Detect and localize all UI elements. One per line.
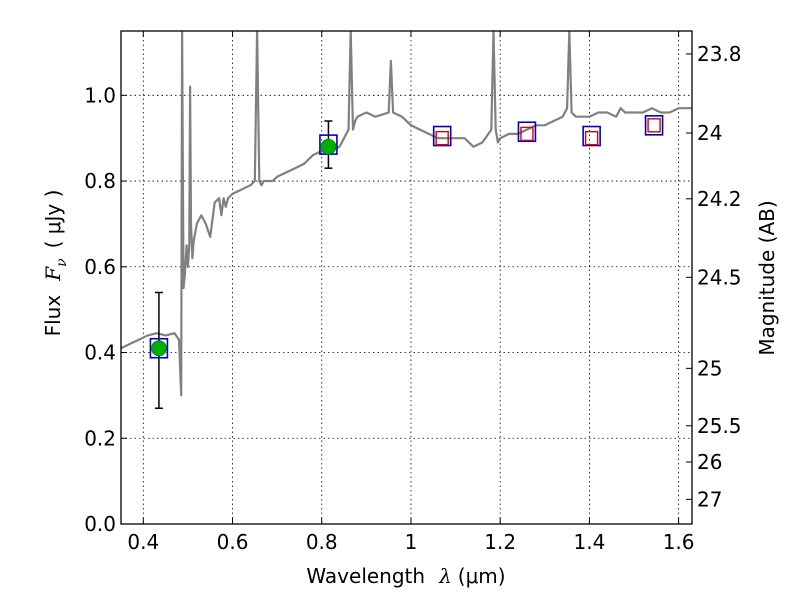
predicted-point <box>647 118 661 133</box>
points-layer <box>149 115 664 410</box>
model-band-point <box>517 121 537 143</box>
model-band-point <box>432 125 452 147</box>
y-tick-label: 0.2 <box>84 426 116 450</box>
x-tick-label: 1.4 <box>573 530 605 554</box>
y2-tick-label: 23.8 <box>697 42 742 66</box>
x-tick-label: 0.6 <box>217 530 249 554</box>
y2-tick-label: 24 <box>697 121 722 145</box>
x-tick-label: 1 <box>405 530 418 554</box>
predicted-point <box>584 130 599 146</box>
y2-tick-label: 27 <box>697 487 722 511</box>
grid-layer <box>121 31 692 525</box>
spectrum-layer <box>121 31 692 397</box>
y-tick-label: 0.6 <box>84 255 116 279</box>
observed-point <box>320 138 337 155</box>
observed-point <box>151 340 167 357</box>
y2-tick-label: 25.5 <box>697 414 742 438</box>
y2-tick-label: 24.2 <box>697 187 742 211</box>
y-tick-label: 0.4 <box>84 341 116 365</box>
model-band-point <box>149 337 169 359</box>
ticks-layer: 0.4 0.6 0.8 1 1.2 1.4 1.6 0.0 0.2 0.4 0.6 0.8 1.0 23.… <box>84 31 742 554</box>
model-band-point <box>582 125 601 147</box>
plot-frame <box>120 30 693 525</box>
model-band-point <box>644 115 664 136</box>
spectrum-line <box>121 31 692 397</box>
x-tick-label: 0.8 <box>306 530 338 554</box>
y2-tick-label: 25 <box>697 356 722 380</box>
y-tick-label: 0.8 <box>84 169 116 193</box>
predicted-point <box>520 126 534 142</box>
predicted-point <box>435 130 449 146</box>
y2-tick-label: 26 <box>697 450 722 474</box>
x-tick-label: 1.2 <box>484 530 516 554</box>
x-tick-label: 1.6 <box>663 530 695 554</box>
y2-tick-label: 24.5 <box>697 265 742 289</box>
y-axis-title: FluxFν( μJy ) <box>41 190 70 337</box>
x-tick-label: 0.4 <box>127 530 159 554</box>
x-axis-title: Wavelength λ (μm) <box>306 564 505 588</box>
y2-axis-title: Magnitude (AB) <box>755 200 779 355</box>
y-tick-label: 1.0 <box>84 83 116 107</box>
y-tick-label: 0.0 <box>84 512 116 536</box>
